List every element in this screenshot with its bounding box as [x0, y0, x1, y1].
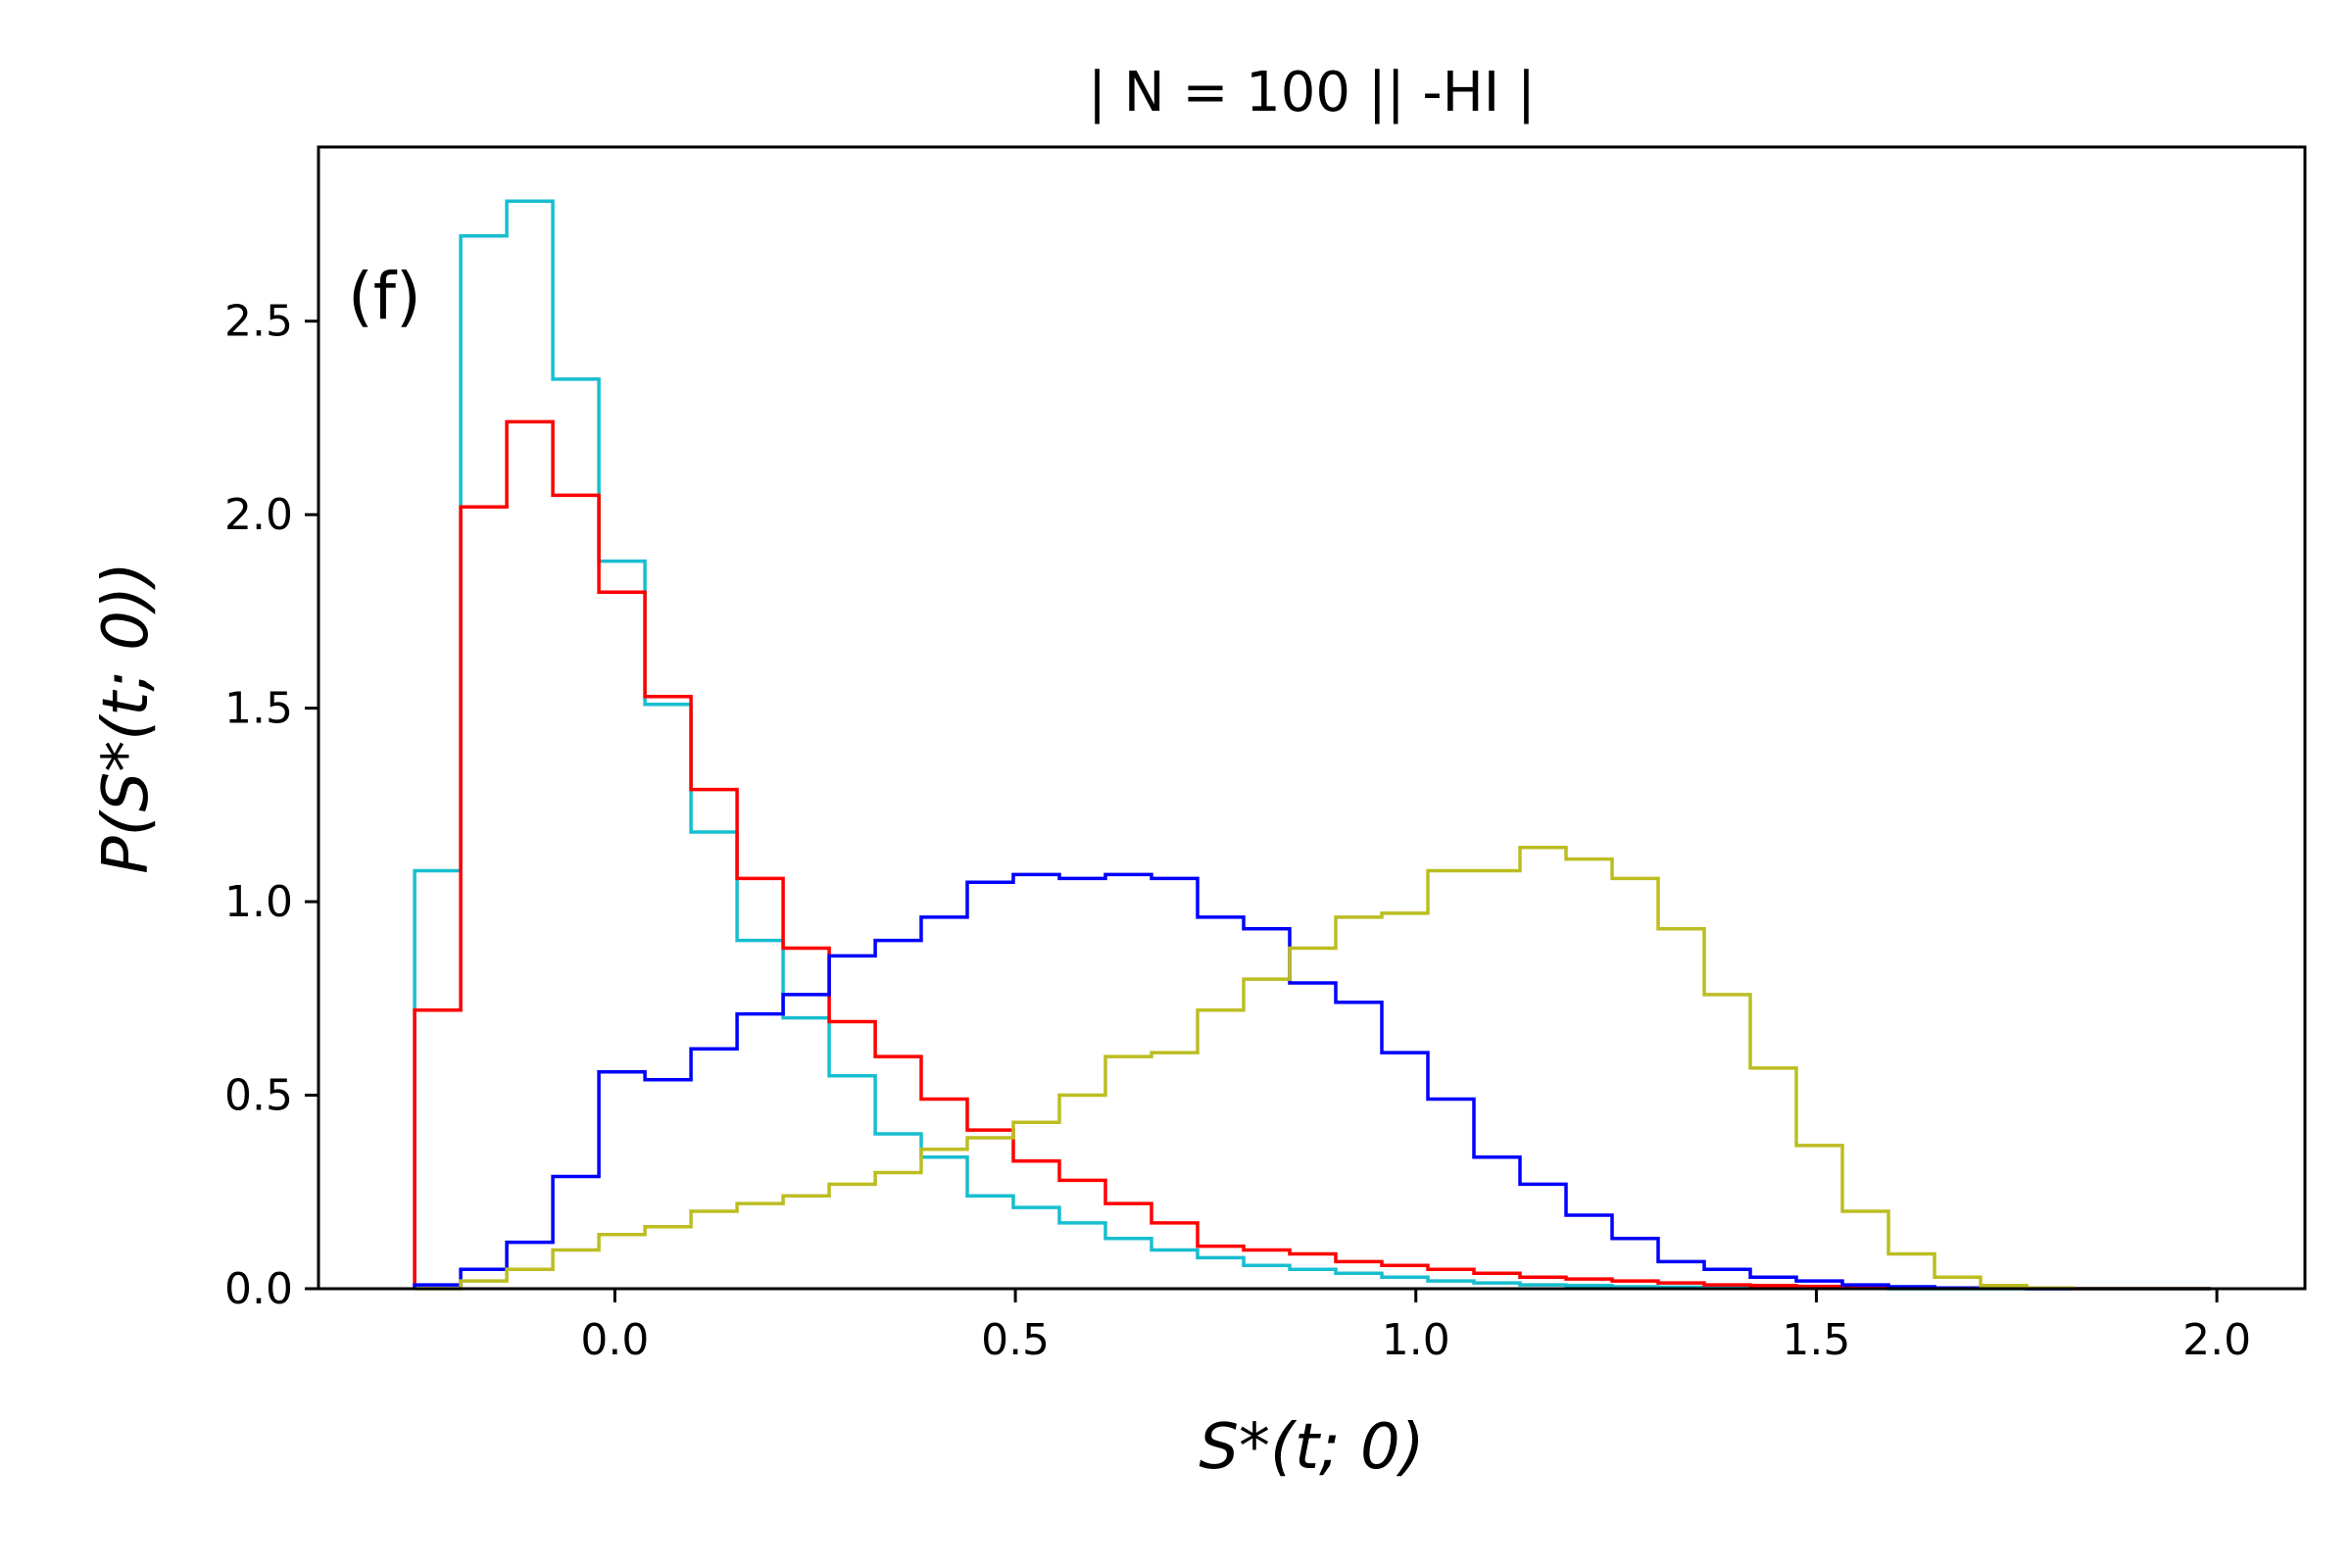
- x-tick-label: 1.0: [1382, 1315, 1450, 1365]
- x-tick-label: 0.5: [981, 1315, 1050, 1365]
- x-tick-label: 0.0: [580, 1315, 649, 1365]
- histogram-series-4: [415, 846, 2211, 1291]
- y-tick-label: 0.0: [224, 1264, 293, 1314]
- panel-label: (f): [348, 259, 421, 334]
- y-tick-label: 0.5: [224, 1071, 293, 1121]
- x-tick-label: 2.0: [2182, 1315, 2251, 1365]
- y-axis-label: P(S*(t; 0)): [90, 562, 163, 874]
- histogram-series-3: [413, 872, 2211, 1291]
- histogram-series-1: [413, 199, 2211, 1291]
- y-tick-label: 1.0: [224, 877, 293, 927]
- plot-frame: [317, 145, 2307, 1291]
- axes-layer: 0.0 0.5 1.0 1.5 2.0 0.0 0.5 1.0 1.5 2.0 2.5: [224, 297, 2251, 1365]
- chart-title: | N = 100 || -HI |: [1088, 61, 1536, 124]
- y-tick-label: 1.5: [224, 684, 293, 734]
- y-tick-label: 2.5: [224, 297, 293, 347]
- x-axis-label: S*(t; 0): [1199, 1411, 1424, 1484]
- series-layer: [413, 199, 2211, 1291]
- histogram-series-2: [413, 419, 2211, 1291]
- x-tick-label: 1.5: [1782, 1315, 1850, 1365]
- y-tick-label: 2.0: [224, 490, 293, 540]
